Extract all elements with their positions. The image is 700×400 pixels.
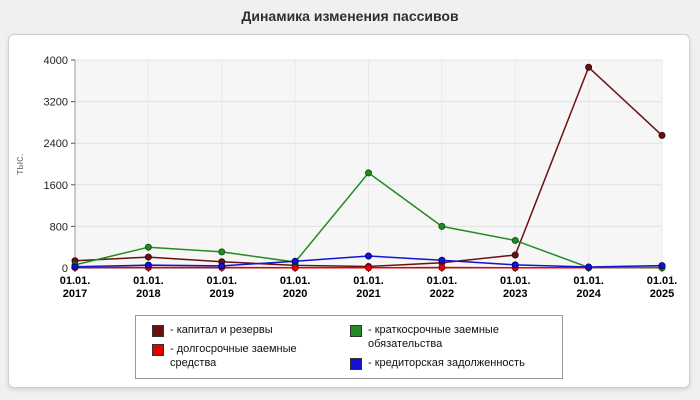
svg-text:01.01.2025: 01.01. 2025 <box>647 275 678 300</box>
liabilities-line-chart: 0 800 1600 2400 3200 4000 01.01. 2017 01.01. 2018… <box>14 55 678 300</box>
legend-item-payables: - кредиторская задолженность <box>350 357 546 371</box>
svg-text:3200: 3200 <box>44 97 68 109</box>
legend-label-short-term-liabilities: - краткосрочные заемные обязательства <box>368 324 499 350</box>
svg-text:01.01.2022: 01.01. 2022 <box>427 275 458 300</box>
chart-legend: - капитал и резервы - долгосрочные заемн… <box>135 315 563 380</box>
svg-text:тыс.: тыс. <box>14 153 26 175</box>
legend-swatch-capital <box>152 325 164 337</box>
legend-swatch-short-term-liabilities <box>350 325 362 337</box>
legend-swatch-long-term-loans <box>152 343 164 356</box>
svg-text:01.01.2017: 01.01. 2017 <box>60 275 91 300</box>
svg-text:2400: 2400 <box>44 138 68 150</box>
svg-text:01.01.2020: 01.01. 2020 <box>280 275 311 300</box>
legend-item-long-term-loans: - долгосрочные заемные средства <box>152 343 320 371</box>
chart-panel: 0 800 1600 2400 3200 4000 01.01. 2017 01.01. 2018… <box>8 34 690 388</box>
svg-text:800: 800 <box>50 221 68 233</box>
svg-text:01.01.2023: 01.01. 2023 <box>500 275 531 300</box>
svg-text:0: 0 <box>62 263 68 275</box>
legend-item-short-term-liabilities: - краткосрочные заемные обязательства <box>350 324 546 352</box>
svg-text:01.01.2018: 01.01. 2018 <box>133 275 164 300</box>
legend-label-payables: - кредиторская задолженность <box>368 356 525 369</box>
legend-column-right: - краткосрочные заемные обязательства - … <box>350 324 546 370</box>
legend-label-long-term-loans: - долгосрочные заемные средства <box>170 342 297 369</box>
svg-text:4000: 4000 <box>44 55 68 67</box>
svg-text:01.01.2024: 01.01. 2024 <box>573 275 604 300</box>
chart-title: Динамика изменения пассивов <box>241 8 459 24</box>
legend-column-left: - капитал и резервы - долгосрочные заемн… <box>152 324 320 370</box>
legend-item-capital: - капитал и резервы <box>152 324 320 338</box>
svg-text:01.01.2019: 01.01. 2019 <box>206 275 237 300</box>
legend-swatch-payables <box>350 357 362 370</box>
svg-text:1600: 1600 <box>44 180 68 192</box>
legend-label-capital: - капитал и резервы <box>170 324 273 336</box>
svg-text:01.01.2021: 01.01. 2021 <box>353 275 384 300</box>
